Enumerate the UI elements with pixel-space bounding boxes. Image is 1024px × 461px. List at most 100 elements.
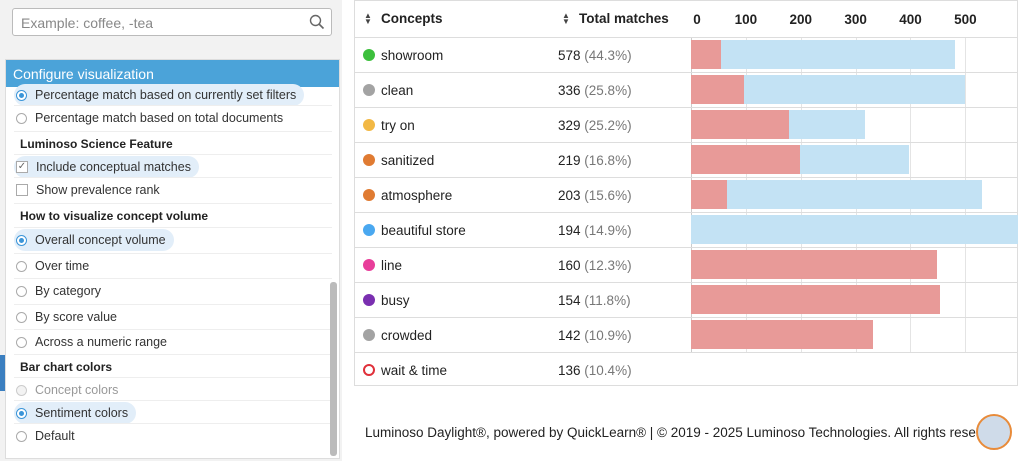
radio-option[interactable]: Overall concept volume [14,229,174,251]
sort-icon: ▲ ▼ [364,11,372,26]
section-heading: How to visualize concept volume [20,209,209,223]
table-row[interactable]: sanitized 219 (16.8%) [355,142,1017,177]
option-label: By score value [35,310,117,324]
x-tick-label: 200 [789,12,812,27]
side-panel: Example: coffee, -tea Configure visualiz… [0,0,342,461]
separator [14,400,332,401]
separator [14,377,332,378]
match-percent: (12.3%) [584,258,632,273]
concept-dot [363,364,375,376]
match-cell: 160 (12.3%) [558,258,632,273]
radio-option[interactable]: By category [14,280,109,302]
radio-option[interactable]: Percentage match based on currently set … [14,84,305,106]
separator [14,203,332,204]
config-header: Configure visualization [6,60,339,87]
radio-option[interactable]: Sentiment colors [14,402,137,424]
table-row[interactable]: try on 329 (25.2%) [355,107,1017,142]
concept-name: beautiful store [381,223,466,238]
separator [14,278,332,279]
positive-bar [743,75,966,104]
match-count: 160 [558,258,581,273]
radio-button [16,430,27,442]
assistant-avatar[interactable] [976,414,1012,450]
radio-button [16,407,27,419]
positive-bar [788,110,866,139]
config-box: Configure visualization Percentage match… [5,59,340,459]
table-row[interactable]: atmosphere 203 (15.6%) [355,177,1017,212]
match-cell: 336 (25.8%) [558,83,632,98]
radio-option[interactable]: Across a numeric range [14,331,175,353]
concept-dot [363,84,375,96]
table-row[interactable]: busy 154 (11.8%) [355,282,1017,317]
separator [14,354,332,355]
option-label: Percentage match based on total document… [35,111,284,125]
negative-bar [691,40,722,69]
match-count: 219 [558,153,581,168]
concept-name: sanitized [381,153,435,168]
match-percent: (25.2%) [584,118,632,133]
separator [14,329,332,330]
match-cell: 194 (14.9%) [558,223,632,238]
table-row[interactable]: wait & time 136 (10.4%) [355,352,1017,387]
match-count: 194 [558,223,581,238]
checkbox [16,184,28,196]
option-label: Default [35,429,75,443]
table-row[interactable]: line 160 (12.3%) [355,247,1017,282]
match-cell: 154 (11.8%) [558,293,631,308]
radio-button [16,89,27,101]
table-row[interactable]: crowded 142 (10.9%) [355,317,1017,352]
negative-bar [691,180,727,209]
radio-option[interactable]: Default [14,425,83,447]
separator [14,131,332,132]
match-percent: (14.9%) [584,223,632,238]
radio-button [16,336,27,348]
match-count: 136 [558,363,581,378]
match-percent: (10.4%) [584,363,632,378]
search-box[interactable]: Example: coffee, -tea [12,8,332,36]
option-label: Percentage match based on currently set … [35,88,297,102]
separator [14,105,332,106]
footer: Luminoso Daylight®, powered by QuickLear… [365,425,976,440]
match-percent: (15.6%) [584,188,632,203]
concept-name: wait & time [381,363,448,378]
radio-option: Concept colors [14,379,126,401]
radio-option[interactable]: Percentage match based on total document… [14,107,291,129]
concept-name: try on [381,118,415,133]
table-row[interactable]: beautiful store 194 (14.9%) [355,212,1018,247]
x-tick-label: 300 [844,12,867,27]
radio-option[interactable]: By score value [14,306,125,328]
negative-bar [691,145,800,174]
concept-dot [363,119,375,131]
search-placeholder: Example: coffee, -tea [21,15,154,31]
concept-dot [363,294,375,306]
concept-dot [363,259,375,271]
checkbox-option[interactable]: ✓ Include conceptual matches [14,156,199,178]
scrollbar[interactable] [330,282,337,456]
negative-bar [691,320,873,349]
radio-option[interactable]: Over time [14,255,97,277]
positive-bar [691,215,1018,244]
option-label: Show prevalence rank [36,183,160,197]
option-label: Overall concept volume [35,233,166,247]
match-count: 336 [558,83,581,98]
match-percent: (16.8%) [584,153,632,168]
checkbox-option[interactable]: Show prevalence rank [14,179,168,201]
negative-bar [691,110,789,139]
x-tick-label: 400 [899,12,922,27]
radio-button [16,260,27,272]
concept-name: crowded [381,328,433,343]
radio-button [16,234,27,246]
match-percent: (25.8%) [584,83,632,98]
side-tab [0,355,5,391]
match-count: 329 [558,118,581,133]
table-row[interactable]: clean 336 (25.8%) [355,72,1017,107]
option-label: Across a numeric range [35,335,168,349]
separator [14,227,332,228]
separator [14,304,332,305]
match-cell: 329 (25.2%) [558,118,632,133]
negative-bar [691,250,938,279]
concept-dot [363,154,375,166]
table-row[interactable]: showroom 578 (44.3%) [355,37,1017,72]
column-header: Total matches [579,11,669,26]
